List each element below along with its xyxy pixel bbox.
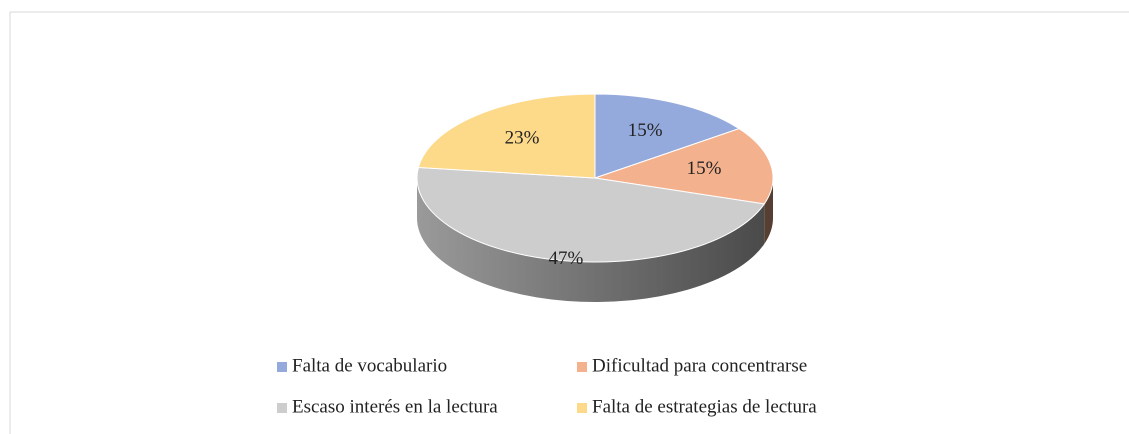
data-label: 15% [628, 120, 663, 141]
pie-side [764, 178, 773, 244]
legend-label: Falta de vocabulario [292, 355, 447, 376]
legend-swatch [577, 403, 587, 413]
data-label: 23% [505, 127, 540, 148]
pie-slice [416, 166, 766, 263]
pie-side [417, 178, 765, 302]
data-label: 47% [548, 248, 583, 269]
pie-slice [594, 128, 774, 205]
pie-slice [594, 93, 741, 179]
legend-swatch [577, 362, 587, 372]
pie-slice [417, 93, 596, 179]
legend-label: Escaso interés en la lectura [292, 396, 498, 417]
legend-swatch [277, 403, 287, 413]
legend-label: Falta de estrategias de lectura [592, 396, 817, 417]
data-label: 15% [687, 158, 722, 179]
legend-label: Dificultad para concentrarse [592, 355, 807, 376]
legend-swatch [277, 362, 287, 372]
